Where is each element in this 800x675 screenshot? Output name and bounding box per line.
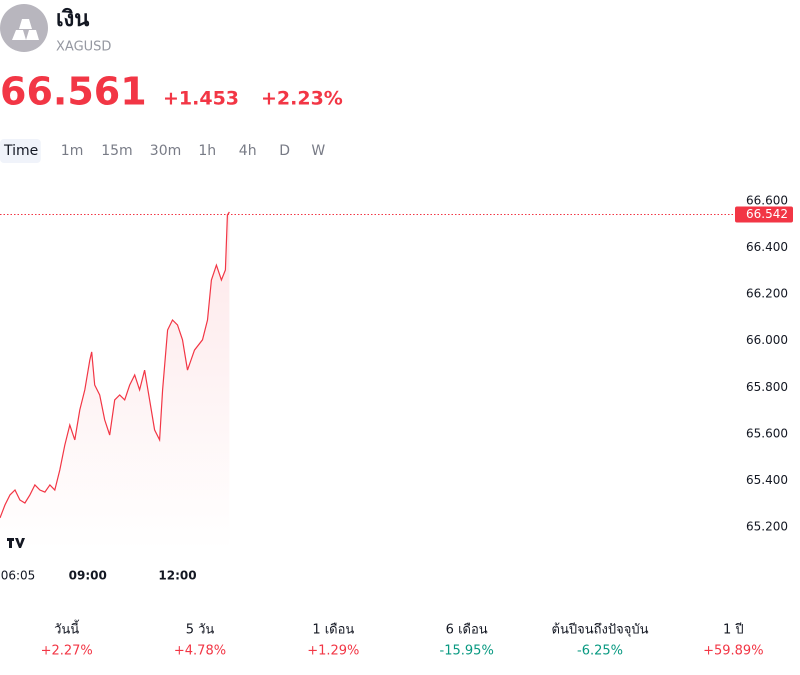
x-tick-label: 09:00 (69, 569, 107, 583)
timeframe-button[interactable]: 30m (150, 143, 181, 159)
performance-value: +59.89% (703, 644, 763, 659)
timeframe-button[interactable]: 4h (239, 143, 257, 159)
y-tick-label: 66.600 (746, 194, 788, 208)
area (0, 212, 230, 551)
symbol-icon (0, 4, 48, 52)
y-tick-label: 65.400 (746, 473, 788, 487)
performance-label[interactable]: 1 เดือน (312, 622, 354, 638)
price-label: 66.542 (746, 207, 788, 221)
timeframe-button[interactable]: D (279, 143, 290, 159)
performance-label[interactable]: 5 วัน (186, 623, 215, 638)
timeframe-button[interactable]: 1h (198, 143, 216, 159)
x-tick-label: 06:05 (1, 569, 36, 583)
performance-label[interactable]: 6 เดือน (446, 622, 488, 638)
performance-label[interactable]: 1 ปี (723, 622, 744, 638)
performance-value: -15.95% (440, 644, 494, 659)
y-tick-label: 65.200 (746, 520, 788, 534)
timeframe-button[interactable]: 1m (61, 143, 84, 159)
performance-value: +4.78% (174, 644, 226, 659)
y-tick-label: 65.800 (746, 380, 788, 394)
title: เงิน (56, 7, 89, 32)
change: +1.453 (163, 88, 239, 110)
price: 66.561 (0, 70, 147, 114)
timeframe-button[interactable]: W (311, 143, 325, 159)
performance-value: +2.27% (41, 644, 93, 659)
line (0, 211, 230, 519)
performance-value: -6.25% (577, 644, 623, 659)
performance-label[interactable]: วันนี้ (54, 620, 80, 638)
performance-label[interactable]: ต้นปีจนถึงปัจจุบัน (552, 622, 649, 638)
price-label-bg (735, 206, 793, 223)
timeframe-button[interactable]: 15m (101, 143, 132, 159)
timeframe-button[interactable]: Time (3, 143, 38, 159)
y-tick-label: 66.400 (746, 240, 788, 254)
y-tick-label: 66.000 (746, 333, 788, 347)
symbol: XAGUSD (56, 40, 111, 55)
y-tick-label: 65.600 (746, 426, 788, 440)
performance-value: +1.29% (307, 644, 359, 659)
y-tick-label: 66.200 (746, 287, 788, 301)
timeframe-active-bg (0, 139, 41, 163)
x-tick-label: 12:00 (158, 569, 196, 583)
change-percent: +2.23% (261, 88, 343, 110)
